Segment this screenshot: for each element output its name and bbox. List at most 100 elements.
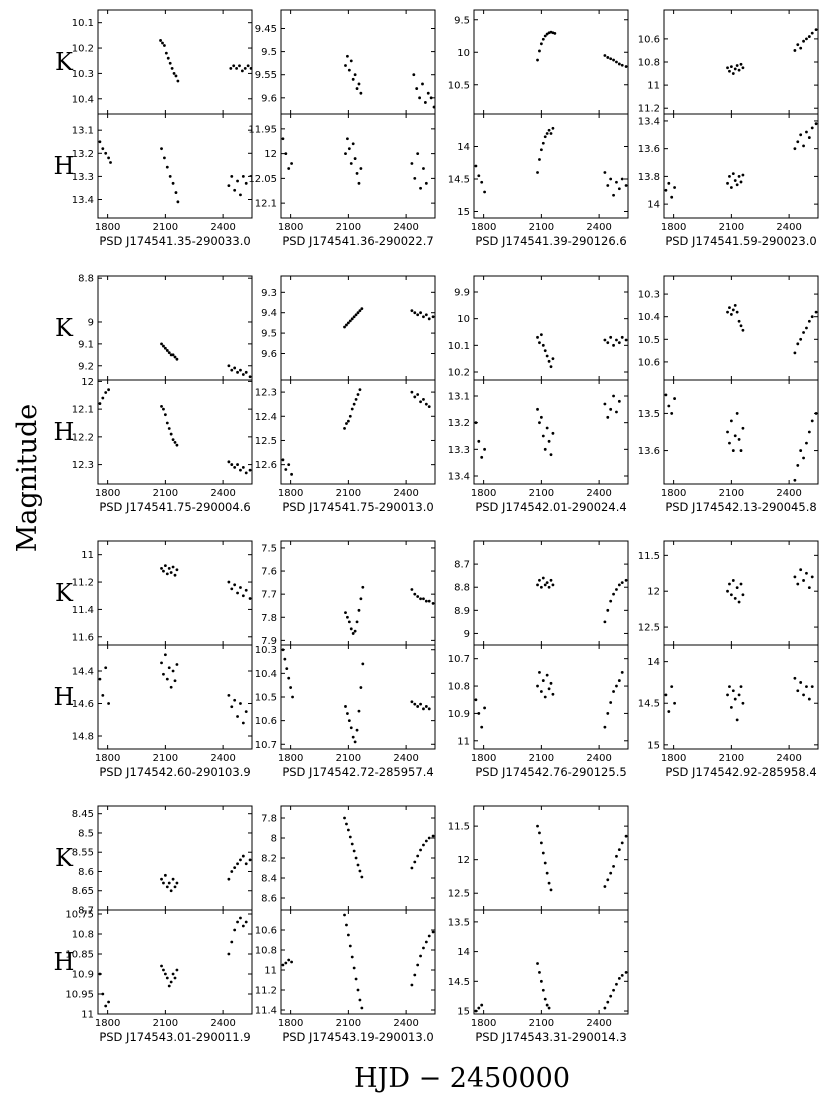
- y-tick-label: 10.6: [638, 357, 660, 368]
- data-points: [536, 30, 628, 68]
- x-tick-label: 1800: [661, 222, 686, 233]
- data-point: [160, 964, 163, 968]
- data-points: [160, 854, 252, 893]
- data-point: [165, 349, 169, 352]
- y-tick-label: 11: [647, 81, 660, 92]
- data-point: [243, 66, 247, 70]
- data-point: [351, 632, 355, 635]
- data-point: [352, 315, 356, 319]
- data-point: [418, 96, 421, 100]
- x-tick-label: 2100: [529, 1018, 554, 1029]
- data-point: [241, 721, 245, 725]
- y-tick-label: 14.5: [638, 699, 660, 710]
- data-point: [624, 65, 628, 68]
- data-point: [615, 338, 618, 342]
- y-tick-label: 10.5: [255, 693, 277, 704]
- y-tick-label: 9.6: [261, 93, 277, 104]
- data-point: [474, 164, 478, 168]
- data-point: [346, 828, 350, 832]
- data-point: [541, 141, 545, 145]
- subplot-frame: [280, 9, 436, 115]
- data-point: [98, 402, 102, 405]
- data-point: [432, 105, 436, 109]
- data-point: [175, 663, 179, 666]
- subplot-frame: [280, 805, 436, 911]
- y-tick-label: 11.2: [638, 104, 660, 115]
- data-points: [726, 568, 814, 604]
- data-point: [345, 822, 348, 826]
- data-point: [741, 66, 745, 70]
- data-point: [343, 325, 346, 329]
- star-id-label: PSD J174543.31-290014.3: [475, 1030, 626, 1044]
- y-tick-label: 10.3: [72, 69, 94, 80]
- data-point: [230, 368, 234, 372]
- data-point: [410, 309, 414, 313]
- data-point: [346, 419, 350, 423]
- data-point: [349, 627, 353, 631]
- data-point: [244, 471, 248, 475]
- data-point: [233, 866, 237, 870]
- subplot-frame: [97, 113, 253, 219]
- data-point: [173, 441, 177, 444]
- data-point: [355, 728, 359, 732]
- data-point: [416, 963, 420, 967]
- data-point: [248, 375, 252, 379]
- data-point: [733, 179, 737, 182]
- data-point: [422, 707, 425, 711]
- data-point: [239, 916, 242, 920]
- data-point: [104, 666, 108, 670]
- data-point: [416, 313, 420, 317]
- subplot-frame: [473, 540, 629, 646]
- y-tick-label: 12.3: [72, 460, 94, 471]
- y-tick-label: 8.9: [454, 606, 470, 617]
- data-point: [354, 856, 358, 860]
- data-point: [624, 184, 628, 187]
- data-point: [728, 582, 731, 586]
- band-subplot-h: 13.4 13.6 13.8 14: [638, 113, 819, 219]
- data-point: [236, 370, 239, 374]
- data-point: [353, 740, 357, 744]
- subplot-frame: [280, 113, 436, 219]
- data-point: [483, 706, 486, 710]
- y-tick-label: 10.6: [255, 926, 277, 937]
- data-point: [549, 888, 553, 892]
- data-point: [731, 449, 735, 452]
- data-points: [474, 670, 624, 729]
- x-tick-label: 2400: [210, 753, 235, 764]
- data-point: [810, 315, 814, 319]
- data-point: [353, 629, 357, 633]
- data-point: [551, 357, 555, 361]
- data-point: [239, 858, 242, 862]
- data-point: [802, 579, 805, 582]
- data-point: [424, 313, 428, 317]
- data-point: [615, 410, 618, 414]
- data-point: [796, 342, 800, 346]
- x-tick-label: 2100: [153, 1018, 178, 1029]
- data-point: [361, 585, 365, 589]
- x-tick-label: 2100: [336, 222, 361, 233]
- data-point: [606, 608, 610, 612]
- star-panel: 10.3 10.4 10.5 10.6 13.5 13.6 1800 2100 2400PSD …: [638, 275, 819, 514]
- data-point: [356, 393, 360, 396]
- subplot-frame: [663, 9, 819, 115]
- data-point: [807, 319, 811, 323]
- data-point: [356, 863, 360, 867]
- data-point: [354, 313, 358, 317]
- data-point: [160, 877, 163, 881]
- data-point: [416, 705, 420, 708]
- x-tick-label: 1800: [95, 488, 120, 499]
- data-point: [163, 413, 167, 417]
- data-point: [664, 693, 668, 697]
- data-point: [356, 988, 360, 992]
- data-points: [664, 393, 818, 482]
- data-point: [474, 698, 478, 702]
- data-point: [163, 653, 167, 657]
- y-tick-label: 14.5: [448, 977, 470, 988]
- data-point: [545, 1003, 549, 1007]
- x-tick-label: 2100: [529, 222, 554, 233]
- data-point: [609, 335, 613, 339]
- data-point: [737, 68, 741, 72]
- data-point: [162, 968, 165, 972]
- data-point: [670, 685, 674, 688]
- data-point: [729, 186, 733, 189]
